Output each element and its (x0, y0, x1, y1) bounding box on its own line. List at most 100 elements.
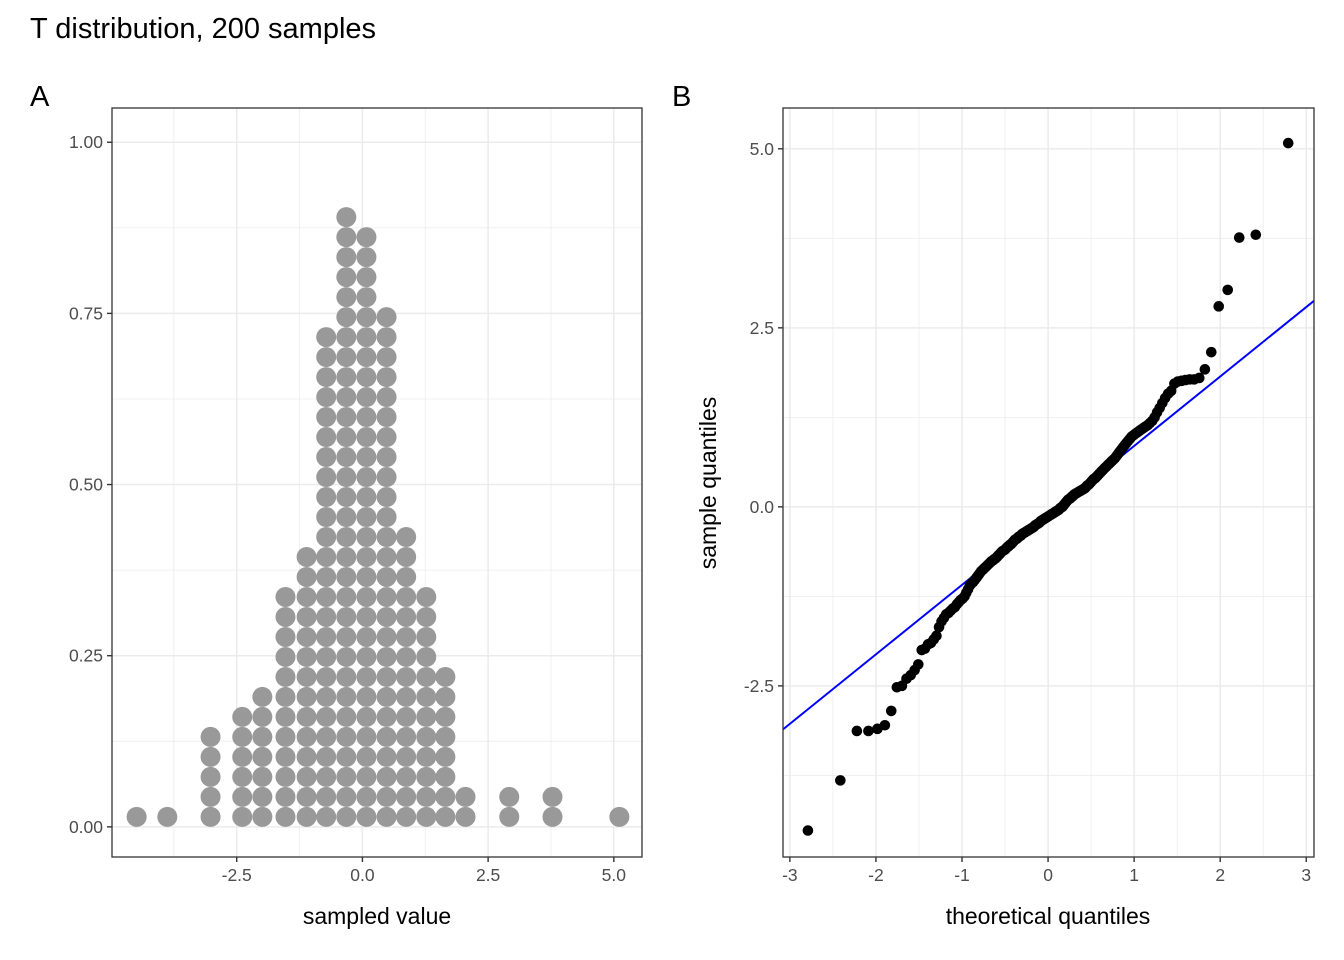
dot-bin-8 (336, 666, 357, 687)
dot-bin-9 (356, 287, 377, 308)
dot-bin-9 (356, 227, 377, 248)
dot-bin-8 (336, 606, 357, 627)
x-tick-label: -1 (954, 865, 970, 885)
dot-bin-11 (396, 546, 417, 567)
qq-point (885, 705, 897, 717)
dot-bin-12 (416, 686, 437, 707)
panel-a-dotplot: A -2.5 0.0 2.5 5.0 0.00 0.25 0.50 0.75 1.00 samp… (30, 81, 643, 929)
dot-bin-9 (356, 526, 377, 547)
dot-bin-4 (252, 706, 273, 727)
dot-bin-10 (376, 487, 397, 508)
dot-bin-7 (316, 766, 337, 787)
x-tick-label: 2 (1215, 865, 1225, 885)
dot-bin-9 (356, 806, 377, 827)
dot-bin-1 (157, 806, 178, 827)
dot-bin-13 (435, 666, 456, 687)
dot-bin-6 (296, 746, 317, 767)
dot-bin-10 (376, 706, 397, 727)
dot-bin-13 (435, 806, 456, 827)
qq-point (931, 630, 942, 642)
dot-bin-10 (376, 526, 397, 547)
dot-bin-11 (396, 786, 417, 807)
dot-bin-6 (296, 546, 317, 567)
dot-bin-8 (336, 746, 357, 767)
qq-point (802, 825, 814, 836)
dot-bin-10 (376, 327, 397, 348)
dot-bin-7 (316, 586, 337, 607)
dot-bin-11 (396, 606, 417, 627)
dot-bin-8 (336, 586, 357, 607)
dot-bin-16 (542, 786, 563, 807)
dot-bin-15 (499, 786, 520, 807)
qq-point (879, 719, 891, 731)
dot-bin-12 (416, 626, 437, 647)
dot-bin-7 (316, 786, 337, 807)
dot-bin-9 (356, 566, 377, 587)
panel-a-axes: -2.5 0.0 2.5 5.0 0.00 0.25 0.50 0.75 1.00 (69, 132, 626, 885)
dot-bin-5 (275, 726, 296, 747)
dot-bin-7 (316, 447, 337, 468)
dot-bin-11 (396, 586, 417, 607)
dot-bin-10 (376, 806, 397, 827)
dot-bin-9 (356, 307, 377, 328)
qq-point (1250, 229, 1262, 241)
dot-bin-5 (275, 646, 296, 667)
panel-b-qqplot: B -3 -2 -1 0 1 2 3 -2.5 0.0 2.5 5.0 theoretical qu… (672, 81, 1315, 929)
figure-title: T distribution, 200 samples (30, 13, 376, 45)
dot-bin-5 (275, 706, 296, 727)
dot-bin-10 (376, 427, 397, 448)
dot-bin-9 (356, 686, 377, 707)
dot-bin-8 (336, 487, 357, 508)
dot-bin-8 (336, 247, 357, 268)
dot-bin-3 (232, 786, 253, 807)
dot-bin-9 (356, 367, 377, 388)
dot-bin-6 (296, 726, 317, 747)
dot-bin-8 (336, 327, 357, 348)
dot-bin-12 (416, 586, 437, 607)
qq-point (1199, 364, 1211, 375)
dot-bin-8 (336, 387, 357, 408)
qq-point (851, 725, 863, 737)
qq-point (1282, 137, 1294, 149)
dot-bin-2 (200, 726, 221, 747)
dot-bin-9 (356, 586, 377, 607)
dot-bin-8 (336, 307, 357, 328)
dot-bin-2 (200, 746, 221, 767)
dot-bin-7 (316, 407, 337, 428)
panel-a-frame (111, 107, 643, 858)
dot-bin-9 (356, 726, 377, 747)
dot-bin-13 (435, 726, 456, 747)
dot-bin-11 (396, 646, 417, 667)
dot-bin-13 (435, 706, 456, 727)
dot-bin-10 (376, 566, 397, 587)
dot-bin-14 (455, 806, 476, 827)
dot-bin-10 (376, 407, 397, 428)
qq-point (1213, 301, 1225, 312)
dot-bin-9 (356, 746, 377, 767)
dot-bin-5 (275, 766, 296, 787)
dot-bin-8 (336, 806, 357, 827)
dot-bin-10 (376, 586, 397, 607)
dot-bin-12 (416, 706, 437, 727)
dot-bin-2 (200, 786, 221, 807)
dot-bin-8 (336, 447, 357, 468)
dot-bin-9 (356, 387, 377, 408)
dot-bin-9 (356, 247, 377, 268)
dot-bin-13 (435, 786, 456, 807)
dot-bin-7 (316, 327, 337, 348)
dot-bin-8 (336, 706, 357, 727)
panel-b-xlabel: theoretical quantiles (946, 903, 1151, 929)
dot-bin-9 (356, 766, 377, 787)
dot-bin-11 (396, 526, 417, 547)
y-tick-label: 0.0 (750, 497, 775, 517)
dot-bin-10 (376, 726, 397, 747)
dot-bin-6 (296, 766, 317, 787)
dot-bin-8 (336, 766, 357, 787)
x-tick-label: 2.5 (476, 865, 500, 885)
dot-bin-5 (275, 806, 296, 827)
dot-bin-9 (356, 447, 377, 468)
dot-bin-13 (435, 766, 456, 787)
dot-bin-3 (232, 746, 253, 767)
dot-bin-9 (356, 347, 377, 368)
